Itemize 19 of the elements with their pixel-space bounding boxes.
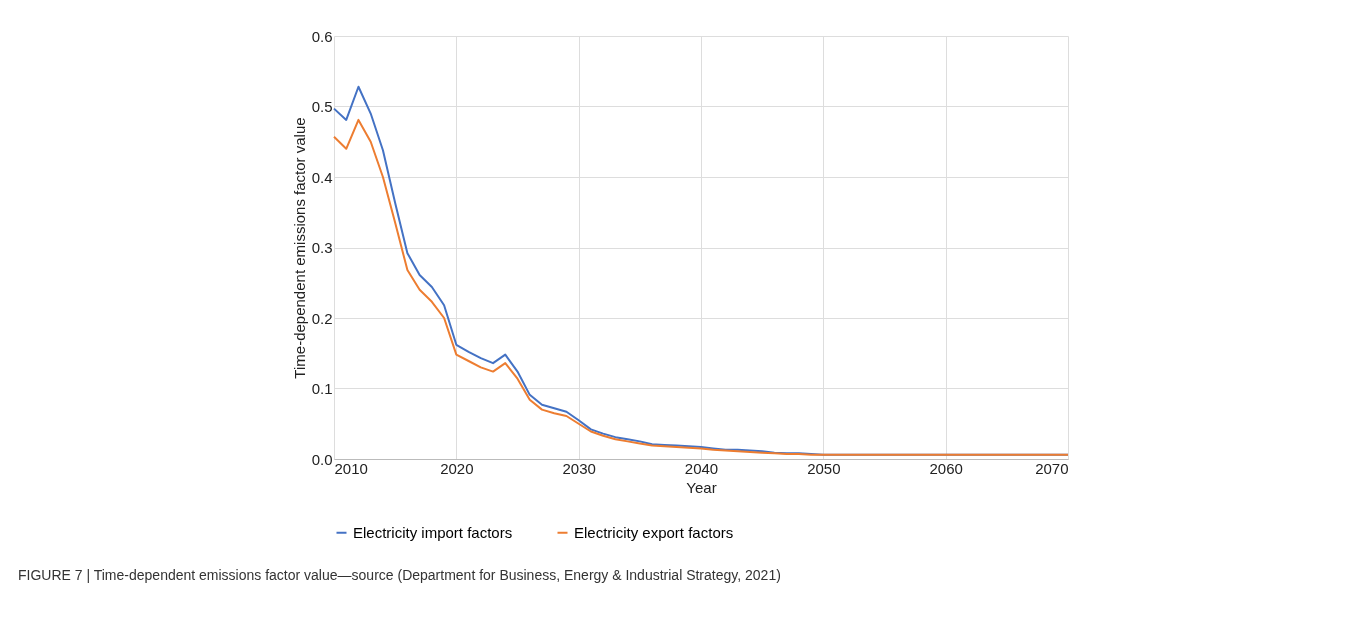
x-tick-label: 2030 [562,459,596,477]
y-tick-label: 0.0 [311,450,333,468]
x-tick-label: 2060 [929,459,963,477]
x-tick-label: 2040 [684,459,719,477]
x-tick-label: 2050 [807,459,841,477]
caption: FIGURE 7 | Time-dependent emissions factor value—source (Department for Business, Energy & Industrial Strategy, 2021) [18,567,782,583]
x-tick-label: 2020 [440,459,474,477]
x-tick-label: 2010 [334,459,368,477]
y-tick-label: 0.3 [311,239,333,256]
legend-label: Electricity import factors [353,523,513,541]
y-tick-label: 0.4 [311,168,333,186]
legend-label: Electricity export factors [574,523,734,541]
y-tick-label: 0.1 [311,380,333,397]
y-axis-title: Time-dependent emissions factor value [290,117,308,379]
x-axis-title: Year [686,478,717,496]
y-tick-label: 0.5 [311,98,333,115]
y-tick-label: 0.6 [311,27,333,45]
x-tick-label: 2070 [1035,459,1069,477]
y-tick-label: 0.2 [311,309,333,327]
